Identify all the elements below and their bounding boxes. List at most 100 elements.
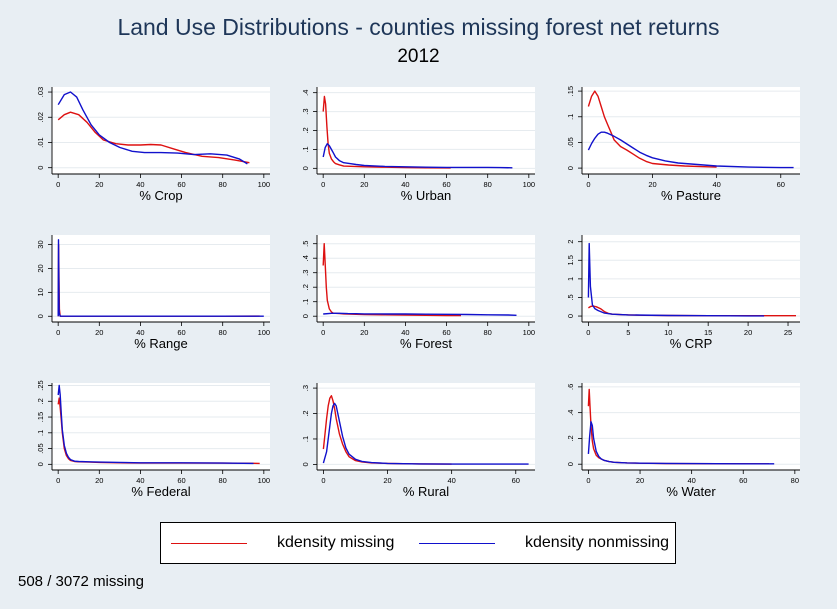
y-tick-label: 0	[566, 166, 575, 170]
x-tick-label: 20	[648, 180, 656, 189]
x-tick-label: 80	[219, 328, 227, 337]
panel-crp: 0.511.520 5 10 15 20 25% CRP	[566, 235, 800, 351]
y-tick-label: .1	[301, 299, 310, 305]
x-axis-label: % Crop	[139, 188, 182, 203]
y-tick-label: .01	[36, 137, 45, 147]
x-axis-label: % Forest	[400, 336, 452, 351]
x-tick-label: 0	[586, 180, 590, 189]
x-tick-label: 60	[442, 180, 450, 189]
x-tick-label: 80	[791, 476, 799, 485]
plot-area	[582, 383, 800, 470]
y-tick-label: 2	[566, 240, 575, 244]
y-tick-label: .4	[301, 255, 310, 261]
y-tick-label: .05	[566, 137, 575, 147]
panel-federal: 0 .05 .1 .15 .2 .25 0 20 40 60 80 100 % Federal	[36, 380, 270, 499]
series-line-kdensity-nonmissing	[57, 384, 254, 465]
y-tick-label: .02	[36, 112, 45, 122]
x-tick-label: 0	[586, 328, 590, 337]
series-line-kdensity-nonmissing	[587, 131, 794, 169]
x-tick-label: 80	[219, 180, 227, 189]
series-line-kdensity-nonmissing	[57, 239, 264, 317]
x-tick-label: 10	[664, 328, 672, 337]
legend-item-missing: kdensity missing	[171, 523, 394, 563]
y-tick-label: .5	[566, 294, 575, 300]
series-line-kdensity-nonmissing	[323, 312, 517, 316]
x-tick-label: 100	[258, 328, 271, 337]
y-tick-label: 1	[566, 277, 575, 281]
y-tick-label: .1	[301, 146, 310, 152]
chart-title: Land Use Distributions - counties missin…	[117, 14, 720, 40]
y-tick-label: 0	[36, 314, 45, 318]
x-axis-label: % Pasture	[661, 188, 721, 203]
x-tick-label: 60	[512, 476, 520, 485]
y-tick-label: 0	[301, 462, 310, 466]
x-tick-label: 40	[447, 476, 455, 485]
y-tick-label: 0	[36, 166, 45, 170]
y-tick-label: .2	[301, 284, 310, 290]
x-tick-label: 40	[136, 328, 144, 337]
y-tick-label: 10	[36, 288, 45, 296]
y-tick-label: 30	[36, 240, 45, 248]
x-tick-label: 60	[777, 180, 785, 189]
y-tick-label: 0	[566, 314, 575, 318]
x-tick-label: 0	[56, 328, 60, 337]
legend-swatch-nonmissing	[419, 542, 495, 544]
series-line-kdensity-missing	[322, 95, 451, 169]
x-tick-label: 20	[636, 476, 644, 485]
x-tick-label: 60	[442, 328, 450, 337]
y-tick-label: 20	[36, 264, 45, 272]
y-tick-label: .2	[566, 435, 575, 441]
y-tick-label: .3	[301, 270, 310, 276]
x-tick-label: 60	[177, 328, 185, 337]
x-tick-label: 20	[95, 476, 103, 485]
y-tick-label: 0	[301, 314, 310, 318]
plot-area	[582, 87, 800, 174]
series-line-kdensity-nonmissing	[587, 421, 775, 465]
x-tick-label: 20	[95, 180, 103, 189]
series-line-kdensity-missing	[587, 90, 717, 168]
panel-crop: 0 .01 .02 .03 0 20 40 60 80 100 % Crop	[36, 87, 270, 203]
chart-subtitle: 2012	[397, 46, 440, 67]
y-tick-label: .6	[566, 384, 575, 390]
series-line-kdensity-nonmissing	[322, 142, 513, 169]
x-tick-label: 60	[739, 476, 747, 485]
x-tick-label: 20	[95, 328, 103, 337]
series-line-kdensity-nonmissing	[587, 242, 765, 317]
x-tick-label: 80	[484, 328, 492, 337]
x-tick-label: 40	[712, 180, 720, 189]
panel-urban: 0 .1 .2 .3 .4 0 20 40 60 80 100 % Urban	[301, 87, 535, 203]
x-axis-label: % Urban	[401, 188, 452, 203]
plot-area	[52, 235, 270, 322]
x-tick-label: 20	[744, 328, 752, 337]
y-tick-label: .15	[36, 412, 45, 422]
y-tick-label: .3	[301, 385, 310, 391]
series-line-kdensity-nonmissing	[57, 91, 248, 165]
x-tick-label: 100	[258, 180, 271, 189]
x-tick-label: 100	[523, 180, 536, 189]
x-axis-label: % Range	[134, 336, 187, 351]
y-tick-label: .5	[301, 241, 310, 247]
x-tick-label: 0	[321, 180, 325, 189]
panel-range: 0 10 20 30 0 20 40 60 80 100 % Range	[36, 235, 270, 351]
plot-area	[317, 383, 535, 470]
legend-item-nonmissing: kdensity nonmissing	[419, 523, 669, 563]
x-tick-label: 5	[626, 328, 630, 337]
x-tick-label: 80	[219, 476, 227, 485]
panel-rural: 0 .1 .2 .3 0 20 40 60 % Rural	[301, 383, 535, 499]
y-tick-label: .4	[301, 90, 310, 96]
x-axis-label: % Water	[666, 484, 716, 499]
x-tick-label: 40	[136, 180, 144, 189]
legend-label-nonmissing: kdensity nonmissing	[525, 534, 670, 551]
x-tick-label: 40	[401, 180, 409, 189]
x-tick-label: 60	[177, 180, 185, 189]
series-line-kdensity-nonmissing	[322, 402, 529, 465]
x-tick-label: 20	[360, 328, 368, 337]
x-tick-label: 0	[586, 476, 590, 485]
legend-label-missing: kdensity missing	[277, 534, 395, 551]
panel-pasture: 0 .05 .1 .15 0 20 40 60 % Pasture	[566, 86, 800, 203]
x-tick-label: 20	[383, 476, 391, 485]
x-tick-label: 100	[523, 328, 536, 337]
y-tick-label: .1	[566, 114, 575, 120]
x-axis-label: % Federal	[131, 484, 190, 499]
y-tick-label: 0	[566, 462, 575, 466]
